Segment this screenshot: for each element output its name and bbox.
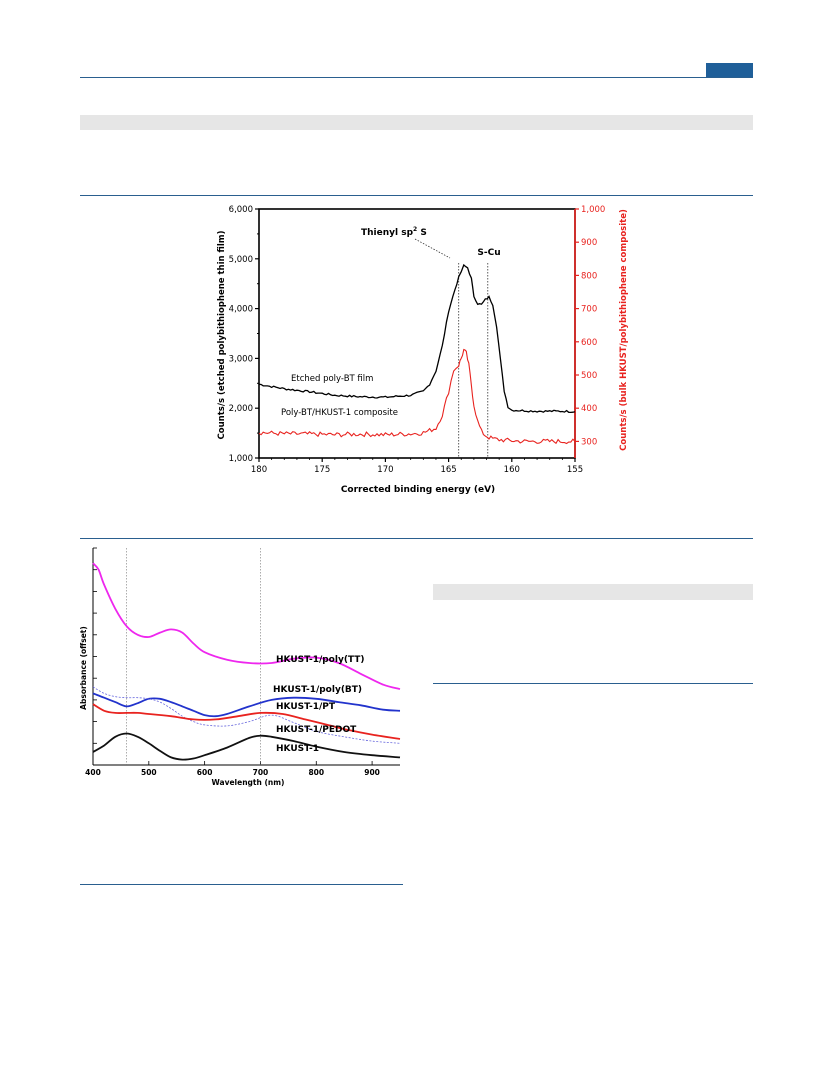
xps-ytick-label-left: 6,000 — [229, 205, 253, 215]
uv-ylabel: Absorbance (offset) — [80, 626, 88, 710]
uv-series-line — [92, 562, 401, 690]
xps-xtick-label: 165 — [440, 465, 456, 475]
xps-ytick-label-right: 500 — [581, 371, 597, 381]
uv-series-line — [92, 686, 401, 744]
xps-ytick-label-right: 800 — [581, 271, 597, 281]
uv-xtick-label: 400 — [85, 768, 101, 777]
section-rule-2 — [80, 538, 753, 539]
uv-xlabel: Wavelength (nm) — [212, 778, 285, 787]
section-rule-3 — [433, 683, 753, 684]
table-band-right — [433, 584, 753, 600]
xps-xlabel: Corrected binding energy (eV) — [341, 485, 495, 495]
xps-ytick-label-left: 1,000 — [229, 454, 253, 464]
uv-xtick-label: 500 — [141, 768, 157, 777]
xps-ytick-label-left: 4,000 — [229, 305, 253, 315]
xps-ytick-label-left: 2,000 — [229, 404, 253, 414]
table-band-top — [80, 115, 753, 130]
xps-plot-frame — [258, 208, 576, 459]
uv-series-line — [92, 692, 401, 718]
xps-ylabel-right: Counts/s (bulk HKUST/polybithiophene com… — [619, 209, 629, 451]
uv-label-polytt: HKUST-1/poly(TT) — [276, 655, 365, 665]
section-rule-1 — [80, 195, 753, 196]
xps-xtick-label: 170 — [377, 465, 393, 475]
uv-xtick-label: 800 — [308, 768, 324, 777]
xps-chart: 1,000 2,000 3,000 4,000 5,000 6,000 300 400 500 6… — [217, 205, 629, 495]
xps-series-line — [258, 348, 576, 445]
xps-ytick-label-right: 400 — [581, 404, 597, 414]
xps-annotation-thienyl: Thienyl sp2 S — [361, 226, 427, 238]
uv-series-line — [92, 732, 401, 761]
xps-ytick-label-right: 300 — [581, 437, 597, 447]
xps-ytick-label-right: 700 — [581, 305, 597, 315]
uv-label-polybt: HKUST-1/poly(BT) — [273, 685, 362, 695]
uvvis-chart: 400 500 600 700 800 900 HKUST-1/poly(TT) HKUS… — [80, 547, 401, 787]
page-tab-marker — [706, 63, 753, 77]
xps-xtick-label: 155 — [567, 465, 583, 475]
xps-xtick-label: 175 — [314, 465, 330, 475]
xps-legend-etched: Etched poly-BT film — [291, 374, 373, 384]
xps-xtick-label: 180 — [251, 465, 267, 475]
uv-xtick-label: 700 — [253, 768, 269, 777]
uv-series-line — [92, 703, 401, 740]
xps-series-line — [258, 263, 576, 414]
xps-ytick-label-right: 1,000 — [581, 205, 605, 215]
xps-annotation-scu: S-Cu — [477, 248, 500, 258]
xps-ytick-label-left: 5,000 — [229, 255, 253, 265]
header-rule — [80, 77, 753, 78]
uv-label-hkust: HKUST-1 — [276, 744, 319, 754]
uv-label-pt: HKUST-1/PT — [276, 702, 336, 712]
xps-legend-composite: Poly-BT/HKUST-1 composite — [281, 408, 398, 418]
xps-ytick-label-right: 600 — [581, 338, 597, 348]
xps-annotation-leader — [414, 238, 451, 259]
uv-xtick-label: 900 — [364, 768, 380, 777]
xps-ylabel-left: Counts/s (etched polybithiophene thin fi… — [217, 230, 227, 439]
uv-xtick-label: 600 — [197, 768, 213, 777]
section-rule-4 — [80, 884, 403, 885]
xps-xtick-label: 160 — [504, 465, 520, 475]
xps-ytick-label-right: 900 — [581, 238, 597, 248]
xps-ytick-label-left: 3,000 — [229, 354, 253, 364]
uv-label-pedot: HKUST-1/PEDOT — [276, 725, 357, 735]
